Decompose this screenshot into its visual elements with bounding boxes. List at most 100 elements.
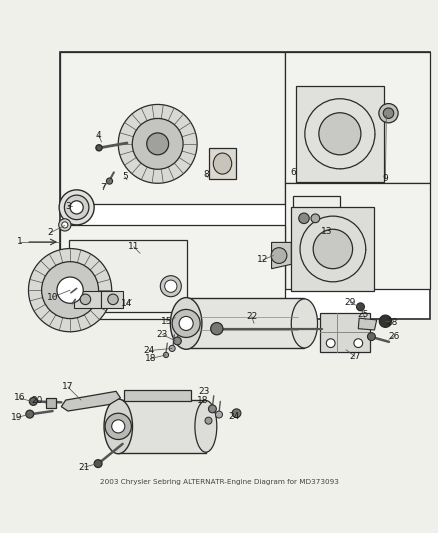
- Text: 27: 27: [349, 352, 360, 361]
- Text: 20: 20: [32, 395, 43, 405]
- Circle shape: [211, 322, 223, 335]
- Circle shape: [271, 248, 287, 263]
- Text: 23: 23: [157, 330, 168, 339]
- Text: 17: 17: [62, 383, 74, 391]
- Text: 24: 24: [143, 346, 155, 355]
- Text: 2003 Chrysler Sebring ALTERNATR-Engine Diagram for MD373093: 2003 Chrysler Sebring ALTERNATR-Engine D…: [99, 479, 339, 485]
- Circle shape: [319, 113, 361, 155]
- Circle shape: [313, 229, 353, 269]
- Text: 8: 8: [203, 170, 209, 179]
- Circle shape: [169, 345, 175, 351]
- Circle shape: [106, 178, 113, 184]
- Text: 21: 21: [79, 463, 90, 472]
- Bar: [296, 86, 384, 182]
- Text: 19: 19: [11, 413, 22, 422]
- Bar: [320, 313, 370, 352]
- Circle shape: [132, 118, 183, 169]
- Circle shape: [300, 216, 366, 282]
- Circle shape: [108, 294, 118, 304]
- Text: 28: 28: [386, 318, 398, 327]
- Text: 10: 10: [47, 293, 58, 302]
- Bar: [186, 298, 304, 349]
- Text: 14: 14: [121, 299, 133, 308]
- Polygon shape: [272, 243, 291, 269]
- Bar: [60, 225, 285, 319]
- Bar: [209, 148, 236, 179]
- Circle shape: [26, 410, 34, 418]
- Circle shape: [305, 99, 375, 169]
- Text: 2: 2: [48, 228, 53, 237]
- Bar: [60, 52, 285, 204]
- Circle shape: [179, 317, 193, 330]
- Circle shape: [64, 195, 89, 220]
- Circle shape: [357, 303, 364, 311]
- Ellipse shape: [213, 153, 232, 174]
- Text: 1: 1: [17, 238, 23, 246]
- Circle shape: [173, 337, 181, 345]
- Text: 12: 12: [257, 255, 268, 264]
- Circle shape: [59, 219, 71, 231]
- Bar: [69, 240, 187, 312]
- Text: 29: 29: [345, 298, 356, 307]
- Text: 18: 18: [197, 395, 208, 405]
- Text: 13: 13: [321, 227, 332, 236]
- Text: 9: 9: [382, 174, 389, 183]
- Ellipse shape: [291, 299, 318, 348]
- Circle shape: [326, 339, 335, 348]
- Bar: [285, 52, 430, 183]
- Text: 16: 16: [14, 393, 25, 402]
- Circle shape: [379, 103, 398, 123]
- Bar: [74, 290, 101, 308]
- Polygon shape: [358, 318, 377, 330]
- Circle shape: [215, 411, 223, 418]
- Ellipse shape: [170, 297, 202, 349]
- Circle shape: [80, 294, 91, 304]
- Circle shape: [165, 280, 177, 292]
- Bar: [46, 398, 56, 408]
- Circle shape: [57, 277, 83, 303]
- Bar: [118, 400, 206, 453]
- Circle shape: [208, 405, 216, 413]
- Circle shape: [367, 333, 375, 341]
- Circle shape: [94, 459, 102, 467]
- Circle shape: [205, 417, 212, 424]
- Bar: [291, 207, 374, 290]
- Circle shape: [299, 213, 309, 223]
- Circle shape: [379, 315, 392, 327]
- Text: 24: 24: [229, 412, 240, 421]
- Ellipse shape: [104, 399, 132, 454]
- Text: 18: 18: [145, 354, 156, 363]
- Circle shape: [28, 248, 112, 332]
- Circle shape: [59, 190, 94, 225]
- Text: 23: 23: [198, 387, 209, 396]
- Text: 3: 3: [65, 202, 71, 211]
- Text: 6: 6: [290, 168, 297, 177]
- Text: 26: 26: [389, 332, 400, 341]
- Bar: [60, 52, 430, 319]
- Circle shape: [383, 108, 394, 118]
- Text: 7: 7: [100, 183, 106, 192]
- Circle shape: [160, 276, 181, 297]
- Circle shape: [232, 409, 241, 418]
- Text: 4: 4: [96, 131, 101, 140]
- Bar: [124, 391, 191, 401]
- Text: 5: 5: [122, 172, 128, 181]
- Circle shape: [172, 310, 200, 337]
- Circle shape: [96, 145, 102, 151]
- Circle shape: [105, 413, 131, 440]
- Circle shape: [147, 133, 169, 155]
- Bar: [285, 183, 430, 289]
- Polygon shape: [61, 391, 120, 411]
- Circle shape: [112, 420, 125, 433]
- Circle shape: [118, 104, 197, 183]
- Circle shape: [311, 214, 320, 223]
- Circle shape: [42, 262, 99, 319]
- Circle shape: [29, 398, 37, 405]
- Bar: [101, 290, 123, 308]
- Text: 15: 15: [161, 317, 172, 326]
- Circle shape: [163, 352, 169, 358]
- Bar: [293, 197, 340, 236]
- Text: 11: 11: [128, 243, 139, 251]
- Circle shape: [70, 201, 83, 214]
- Text: 22: 22: [246, 312, 258, 321]
